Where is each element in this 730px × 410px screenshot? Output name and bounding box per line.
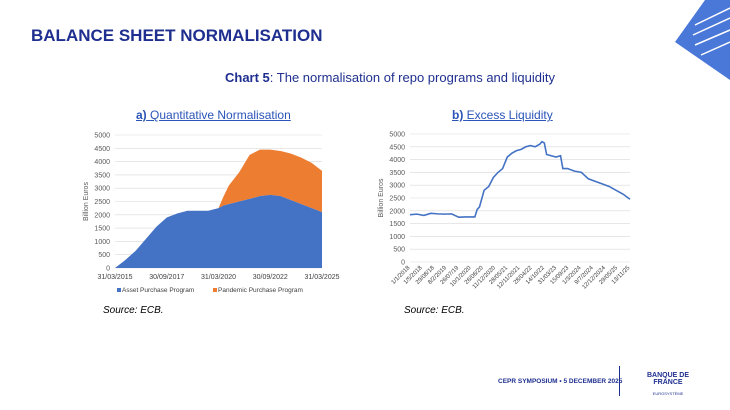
y-tick-label: 2500 <box>94 199 110 206</box>
chart-b-title: b) Excess Liquidity <box>452 108 553 122</box>
chart-a: 0 500 1000 1500 2000 2500 3000 3500 4000 4500 5000… <box>83 133 340 295</box>
y-tick-label: 3500 <box>389 170 405 177</box>
y-tick-label: 5000 <box>389 132 405 139</box>
y-tick-label: 4000 <box>389 157 405 164</box>
legend-swatch-pandemic <box>213 288 217 292</box>
y-axis-label: Billion Euros <box>378 178 385 217</box>
y-axis-label: Billion Euros <box>83 182 90 221</box>
chart-caption: : The normalisation of repo programs and… <box>269 70 555 85</box>
x-tick-label: 31/03/2020 <box>201 274 236 281</box>
legend-pandemic: Pandemic Purchase Program <box>218 287 303 294</box>
y-tick-label: 2000 <box>389 208 405 215</box>
chart-a-title: a) Quantitative Normalisation <box>136 108 291 122</box>
y-tick-label: 4500 <box>94 146 110 153</box>
page-title: BALANCE SHEET NORMALISATION <box>31 26 323 45</box>
legend-asset: Asset Purchase Program <box>122 287 194 294</box>
y-tick-label: 4500 <box>389 144 405 151</box>
y-tick-label: 2500 <box>389 196 405 203</box>
chart-number: Chart 5 <box>225 70 270 85</box>
footer-event: CEPR SYMPOSIUM • 5 DECEMBER 2025 <box>498 378 623 385</box>
y-tick-label: 0 <box>401 260 405 267</box>
chart-subtitle: Chart 5: The normalisation of repo progr… <box>0 70 730 85</box>
footer-divider <box>619 366 620 396</box>
x-tick-label: 31/03/2025 <box>304 274 339 281</box>
asset-purchase-area <box>115 194 322 268</box>
source-b: Source: ECB. <box>404 305 465 316</box>
banque-de-france-logo: BANQUE DE FRANCE EUROSYSTÈME <box>646 372 689 396</box>
y-tick-label: 0 <box>106 266 110 273</box>
y-tick-label: 4000 <box>94 159 110 166</box>
pandemic-purchase-area <box>115 149 322 268</box>
y-tick-label: 500 <box>98 252 110 259</box>
y-tick-label: 1000 <box>389 234 405 241</box>
legend-swatch-asset <box>117 288 121 292</box>
y-tick-label: 1000 <box>94 239 110 246</box>
y-tick-label: 3000 <box>94 186 110 193</box>
y-tick-label: 1500 <box>389 221 405 228</box>
chart-b: 0 500 1000 1500 2000 2500 3000 3500 4000 4500 5000… <box>378 132 632 291</box>
x-tick-label: 31/03/2015 <box>97 274 132 281</box>
y-tick-label: 1500 <box>94 226 110 233</box>
y-tick-label: 2000 <box>94 212 110 219</box>
y-tick-label: 5000 <box>94 133 110 140</box>
corner-decoration <box>675 0 730 80</box>
x-tick-label: 30/09/2017 <box>149 274 184 281</box>
source-a: Source: ECB. <box>103 305 164 316</box>
y-tick-label: 3500 <box>94 172 110 179</box>
x-tick-label: 30/09/2022 <box>253 274 288 281</box>
excess-liquidity-line <box>409 140 631 219</box>
y-tick-label: 3000 <box>389 183 405 190</box>
y-tick-label: 500 <box>393 247 405 254</box>
